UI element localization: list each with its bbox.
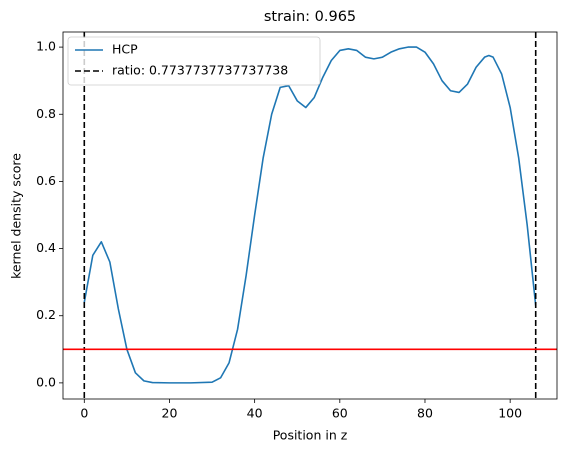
x-tick-label: 100: [498, 406, 522, 421]
y-tick-label: 0.0: [36, 374, 56, 389]
y-tick-label: 0.6: [36, 173, 56, 188]
legend-label: ratio: 0.7737737737737738: [112, 63, 288, 78]
x-tick-label: 60: [332, 406, 348, 421]
y-tick-label: 0.8: [36, 106, 56, 121]
axes-frame: [62, 31, 558, 400]
x-tick-label: 0: [80, 406, 88, 421]
x-tick-label: 80: [417, 406, 433, 421]
x-tick-label: 20: [162, 406, 178, 421]
legend-box: [67, 36, 321, 86]
y-tick-label: 0.4: [36, 240, 56, 255]
x-tick-label: 40: [247, 406, 263, 421]
legend-label: HCP: [112, 42, 138, 57]
data-line: [83, 46, 537, 384]
y-axis-label: kernel density score: [9, 153, 24, 279]
x-axis-label: Position in z: [273, 428, 348, 443]
y-tick-label: 0.2: [36, 307, 56, 322]
chart-title: strain: 0.965: [264, 9, 356, 25]
y-tick-label: 1.0: [36, 39, 56, 54]
